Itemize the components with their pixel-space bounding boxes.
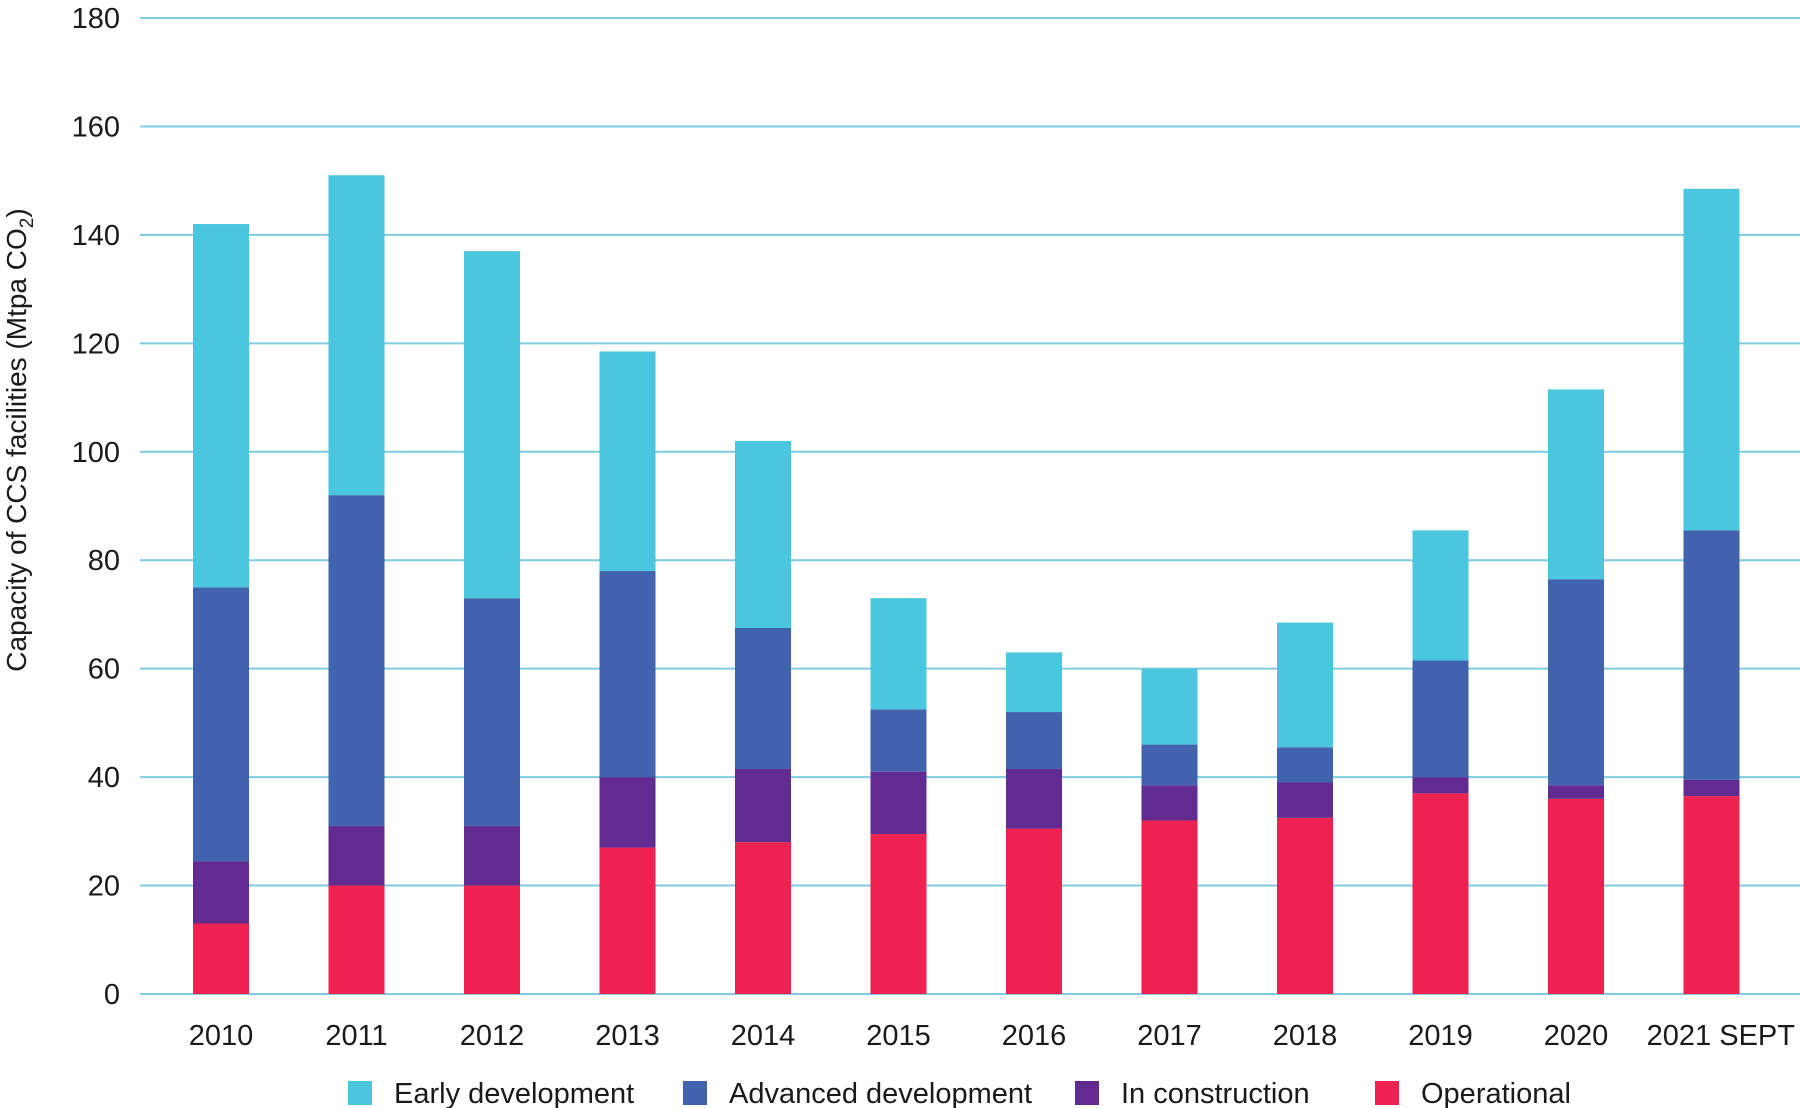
legend: Early development Advanced development In … [348,1078,1571,1108]
y-tick-label: 40 [88,762,120,794]
bar-segment-advanced-development [1683,530,1740,780]
bar-segment-in-construction [1683,779,1740,797]
bar-segment-advanced-development [1277,747,1333,783]
bar-segment-operational [735,842,791,994]
x-tick-label: 2015 [866,1020,931,1052]
bar-segment-operational [1548,798,1604,994]
bar-segment-operational [870,834,927,994]
y-tick-label: 20 [88,871,120,903]
x-tick-label: 2021 SEPT [1647,1020,1796,1052]
y-tick-label: 100 [72,437,120,469]
bar-segment-early-development [1006,652,1062,713]
legend-item-advanced-development: Advanced development [683,1078,1032,1108]
legend-swatch [1375,1081,1399,1105]
x-tick-label: 2017 [1137,1020,1202,1052]
y-tick-label: 60 [88,654,120,686]
bar-segment-early-development [1277,622,1333,748]
legend-item-operational: Operational [1375,1078,1571,1108]
legend-swatch [1075,1081,1099,1105]
bar-segment-in-construction [193,861,249,924]
bar-segment-operational [193,923,249,994]
bar-segment-advanced-development [870,709,927,772]
bar-segment-early-development [1548,389,1604,580]
bar-segment-advanced-development [599,571,656,778]
bars [193,175,1740,994]
x-tick-label: 2014 [731,1020,796,1052]
bar-segment-operational [599,847,656,994]
bar-segment-operational [328,885,385,994]
bar-segment-in-construction [870,771,927,835]
bar-segment-early-development [1683,188,1740,531]
bar-segment-advanced-development [735,628,791,769]
bar-segment-in-construction [1412,777,1469,794]
x-tick-label: 2016 [1002,1020,1067,1052]
legend-label: Advanced development [729,1078,1032,1108]
y-tick-label: 120 [72,328,120,360]
bar-segment-in-construction [1141,785,1198,821]
legend-label: In construction [1121,1078,1310,1108]
x-tick-label: 2020 [1544,1020,1609,1052]
bar-segment-advanced-development [193,587,249,862]
bar-segment-early-development [599,351,656,572]
y-axis-label: Capacity of CCS facilities (Mtpa CO2) [1,208,38,671]
bar-segment-operational [1412,793,1469,994]
y-tick-label: 140 [72,220,120,252]
bar-segment-early-development [870,598,927,710]
x-axis-ticks: 2010 2011 2012 2013 2014 2015 2016 2017 2018 2019… [189,1020,1796,1052]
bar-segment-in-construction [1006,768,1062,829]
x-tick-label: 2012 [460,1020,525,1052]
bar-segment-early-development [328,175,385,496]
x-tick-label: 2013 [595,1020,660,1052]
bar-segment-in-construction [464,825,520,886]
bar-segment-operational [1006,828,1062,994]
bar-segment-early-development [735,440,791,628]
bar-segment-in-construction [1548,785,1604,799]
legend-swatch [348,1081,372,1105]
bar-segment-operational [464,885,520,994]
bar-segment-in-construction [735,768,791,843]
y-tick-label: 80 [88,545,120,577]
bar-segment-in-construction [1277,782,1333,818]
y-axis-ticks: 0 20 40 60 80 100 120 140 160 180 [72,3,120,1011]
bar-segment-operational [1277,817,1333,994]
bar-segment-early-development [1412,530,1469,661]
y-tick-label: 0 [104,979,120,1011]
bar-segment-advanced-development [464,598,520,826]
bar-segment-advanced-development [1412,660,1469,778]
bar-segment-early-development [464,251,520,599]
bar-segment-early-development [193,224,249,588]
legend-label: Early development [394,1078,634,1108]
x-tick-label: 2011 [325,1020,387,1052]
x-tick-label: 2010 [189,1020,254,1052]
bar-segment-early-development [1141,668,1198,745]
bar-segment-advanced-development [328,495,385,826]
x-tick-label: 2019 [1408,1020,1473,1052]
bar-segment-operational [1683,796,1740,994]
bar-segment-advanced-development [1006,712,1062,769]
bar-segment-operational [1141,820,1198,994]
bar-segment-in-construction [599,777,656,848]
legend-label: Operational [1421,1078,1571,1108]
legend-item-early-development: Early development [348,1078,634,1108]
legend-item-in-construction: In construction [1075,1078,1310,1108]
bar-segment-in-construction [328,825,385,886]
x-tick-label: 2018 [1273,1020,1338,1052]
legend-swatch [683,1081,707,1105]
y-tick-label: 160 [72,111,120,143]
y-tick-label: 180 [72,3,120,35]
gridlines [140,17,1800,995]
bar-segment-advanced-development [1548,579,1604,786]
bar-segment-advanced-development [1141,744,1198,786]
